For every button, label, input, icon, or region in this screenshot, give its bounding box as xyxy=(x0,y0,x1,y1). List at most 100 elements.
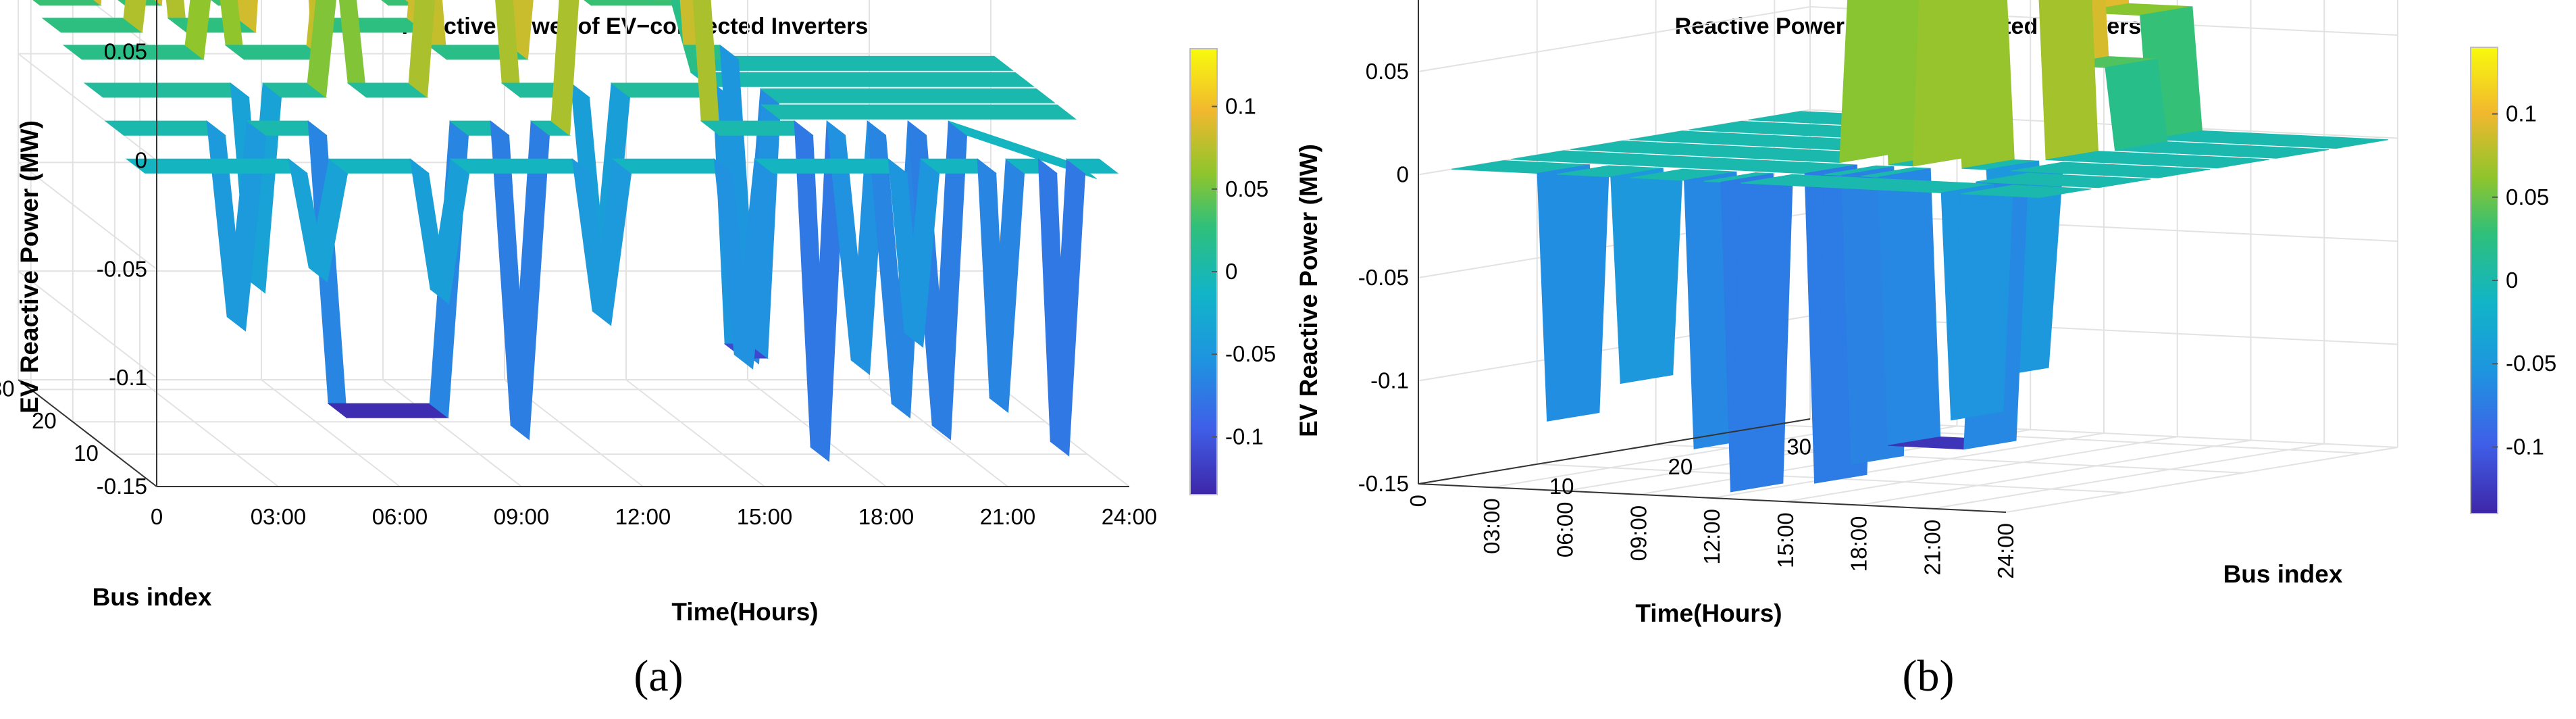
panel-b-cbtick-4: 0.1 xyxy=(2506,101,2537,126)
panel-b-ztick-3: 0 xyxy=(1397,162,1409,187)
panel-a-surface-patch xyxy=(759,88,1056,103)
panel-a-xtick-0: 0 xyxy=(151,504,163,529)
panel-b-surface xyxy=(1451,0,2388,493)
panel-b-x-axis-line xyxy=(1418,483,2007,513)
panel-b-ylabel: Bus index xyxy=(2223,560,2343,588)
panel-b-surface-patch xyxy=(1961,184,2092,198)
panel-a-y-axis-line xyxy=(18,379,157,487)
panel-a-surface-patch xyxy=(693,55,1014,71)
panel-a-zgrid-side-2 xyxy=(18,162,157,270)
panel-a-colorbar-ticks: -0.1 -0.05 0 0.05 0.1 xyxy=(1212,94,1276,449)
panel-b-surface-patch xyxy=(2150,130,2388,149)
panel-a-ylabel: Bus index xyxy=(93,583,212,611)
panel-b-xtick-7: 21:00 xyxy=(1920,520,1944,576)
panel-b-xgrid-floor-5 xyxy=(1785,436,2178,503)
panel-b-xtick-8: 24:00 xyxy=(1993,523,2018,579)
panel-a-zgrid-side-3 xyxy=(18,53,157,162)
panel-a-ztick-0: -0.15 xyxy=(97,474,147,499)
panel-a-title: Reactive Power of EV−connected Inverters xyxy=(402,14,869,39)
panel-b-xtick-5: 15:00 xyxy=(1773,512,1798,568)
panel-a-cbtick-2: 0 xyxy=(1225,259,1237,284)
panel-b-zlabel: EV Reactive Power (MW) xyxy=(1295,144,1322,437)
panel-a-zgrid-side-4 xyxy=(88,0,157,53)
panel-b-surface-patch xyxy=(1878,168,1941,446)
panel-b-ztick-0: -0.15 xyxy=(1358,471,1409,496)
panel-a-surface xyxy=(32,0,1119,462)
panel-a-surface-patch xyxy=(408,0,436,98)
panel-b-colorbar-ticks: -0.1 -0.05 0 0.05 0.1 xyxy=(2492,101,2556,459)
panel-b-cbtick-3: 0.05 xyxy=(2506,184,2549,209)
panel-a-surface-patch xyxy=(123,0,147,33)
panel-b-colorbar: -0.1 -0.05 0 0.05 0.1 xyxy=(2470,47,2556,514)
panel-b-ztick-1: -0.1 xyxy=(1370,368,1409,393)
panel-b-zgrid-side-4 xyxy=(1418,6,1811,72)
panel-b-surface-patch xyxy=(1976,172,2151,189)
panel-b-xtick-6: 18:00 xyxy=(1847,516,1872,572)
panel-b-y-axis-line xyxy=(1418,418,1811,485)
panel-b-surface-patch xyxy=(2105,58,2168,151)
panel-b-xtick-3: 09:00 xyxy=(1626,505,1651,562)
panel-a-surface-patch xyxy=(32,0,102,6)
panel-a-xtick-6: 18:00 xyxy=(858,504,915,529)
panel-a-ztick-1: -0.1 xyxy=(109,365,147,390)
panel-b-xgrid-floor-7 xyxy=(1932,443,2325,510)
panel-a-colorbar: -0.1 -0.05 0 0.05 0.1 xyxy=(1189,48,1276,495)
panel-a-cbtick-4: 0.1 xyxy=(1225,94,1256,119)
panel-b-surface-patch xyxy=(1730,174,1793,493)
panel-b-ytick-2: 30 xyxy=(1786,435,1811,460)
panel-a-cbtick-3: 0.05 xyxy=(1225,176,1268,201)
panel-b-xgrid-floor-8 xyxy=(2005,447,2398,513)
panel-a-xgrid-floor-2 xyxy=(261,379,401,487)
panel-a-surface-patch xyxy=(125,158,309,174)
panel-b-cbtick-0: -0.1 xyxy=(2506,434,2544,459)
panel-a: Reactive Power of EV−connected Inverters… xyxy=(0,0,1276,701)
panel-a-xtick-3: 09:00 xyxy=(494,504,550,529)
panel-a-zgrid-side-1 xyxy=(18,270,157,378)
panel-a-zlabel: EV Reactive Power (MW) xyxy=(16,120,43,414)
panel-a-xgrid-floor-5 xyxy=(625,379,765,487)
panel-b-series-bus-5 xyxy=(1451,160,2092,493)
panel-a-surface-patch xyxy=(184,0,211,60)
panel-a-ytick-1: 20 xyxy=(32,408,57,433)
panel-b-series-bus-10 xyxy=(1511,150,2151,484)
panel-a-xgrid-floor-1 xyxy=(139,379,279,487)
panel-a-caption: (a) xyxy=(634,651,683,701)
panel-a-surface-patch xyxy=(760,104,1077,120)
panel-a-xtick-4: 12:00 xyxy=(615,504,671,529)
panel-a-surface-patch xyxy=(93,0,102,6)
panel-a-surface-patch xyxy=(550,0,579,137)
panel-b-surface-patch xyxy=(1620,168,1683,384)
panel-b-surface-patch xyxy=(2038,0,2098,161)
panel-a-surface-patch xyxy=(1065,158,1119,174)
panel-b-xtick-4: 12:00 xyxy=(1699,509,1724,565)
panel-b-surface-patch xyxy=(2115,141,2329,159)
panel-b-xtick-0: 0 xyxy=(1406,495,1431,507)
panel-a-xtick-5: 15:00 xyxy=(737,504,793,529)
panel-b-xgrid-floor-4 xyxy=(1711,432,2105,499)
panel-b-surface-patch xyxy=(2046,151,2270,169)
panel-a-ztick-3: 0 xyxy=(135,148,147,173)
panel-b-surface-patch xyxy=(2011,162,2211,178)
panel-b-cbtick-2: 0 xyxy=(2506,268,2518,293)
panel-a-surface-patch xyxy=(690,72,1035,87)
panel-b-surface-patch xyxy=(1547,165,1609,422)
panel-b-caption: (b) xyxy=(1903,651,1955,701)
panel-b-ytick-0: 10 xyxy=(1549,474,1574,499)
panel-a-surface-patch xyxy=(584,0,690,6)
panel-a-ztick-2: -0.05 xyxy=(97,256,147,281)
panel-b-ztick-2: -0.05 xyxy=(1358,265,1409,290)
panel-b-axes: -0.15-0.1-0.0500.050.10.15003:0006:0009:… xyxy=(1358,0,2018,579)
panel-a-xgrid-floor-3 xyxy=(382,379,522,487)
panel-a-ztick-4: 0.05 xyxy=(104,39,147,64)
panel-a-xtick-7: 21:00 xyxy=(980,504,1036,529)
panel-a-surface-patch xyxy=(381,0,414,6)
panel-a-surface-patch xyxy=(449,158,592,174)
panel-a-xtick-1: 03:00 xyxy=(251,504,307,529)
panel-a-ytick-2: 30 xyxy=(0,376,15,401)
panel-b-surface-patch xyxy=(1951,184,2014,421)
panel-a-axes: -0.15-0.1-0.0500.050.10.15003:0006:0009:… xyxy=(0,0,1157,529)
panel-a-surface-patch xyxy=(327,403,449,418)
panel-a-surface-patch xyxy=(753,158,908,174)
panel-b-xgrid-floor-6 xyxy=(1859,439,2251,506)
